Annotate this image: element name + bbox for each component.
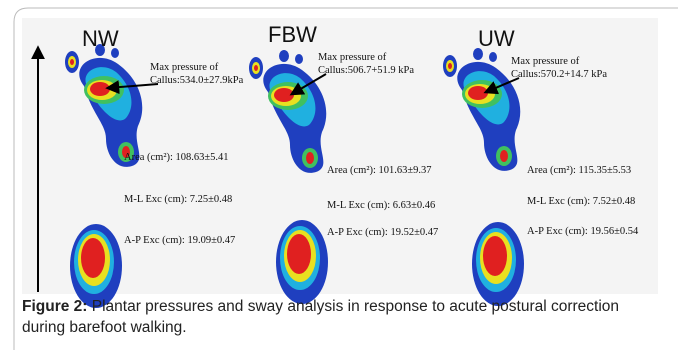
ap-text: A-P Exc (cm): 19.56±0.54 bbox=[527, 226, 639, 237]
condition-label: NW bbox=[82, 26, 119, 51]
sway-map bbox=[276, 220, 328, 304]
ap-text: A-P Exc (cm): 19.52±0.47 bbox=[327, 227, 438, 238]
ml-text: M-L Exc (cm): 6.63±0.46 bbox=[327, 200, 435, 211]
caption: Figure 2: Plantar pressures and sway ana… bbox=[22, 296, 662, 338]
area-text: Area (cm²): 101.63±9.37 bbox=[327, 165, 432, 176]
area-text: Area (cm²): 108.63±5.41 bbox=[124, 152, 229, 163]
pressure-line: Max pressure of bbox=[511, 56, 580, 67]
ap-text: A-P Exc (cm): 19.09±0.47 bbox=[124, 235, 235, 246]
pressure-line: Callus:570.2+14.7 kPa bbox=[511, 69, 607, 80]
area-text: Area (cm²): 115.35±5.53 bbox=[527, 165, 631, 176]
pressure-line: Callus:506.7+51.9 kPa bbox=[318, 65, 414, 76]
condition-label: UW bbox=[478, 26, 515, 51]
ml-text: M-L Exc (cm): 7.25±0.48 bbox=[124, 194, 232, 205]
pressure-line: Max pressure of bbox=[150, 62, 219, 73]
pressure-line: Max pressure of bbox=[318, 52, 387, 63]
condition-label: FBW bbox=[268, 22, 317, 47]
ml-text: M-L Exc (cm): 7.52±0.48 bbox=[527, 196, 635, 207]
caption-text: Plantar pressures and sway analysis in r… bbox=[22, 298, 619, 336]
figure: NW Max pressure of Callus:534.0±27.9kPa Are… bbox=[0, 0, 678, 350]
caption-label: Figure 2: bbox=[22, 298, 87, 315]
pressure-line: Callus:534.0±27.9kPa bbox=[150, 75, 244, 86]
sway-map bbox=[472, 222, 524, 306]
